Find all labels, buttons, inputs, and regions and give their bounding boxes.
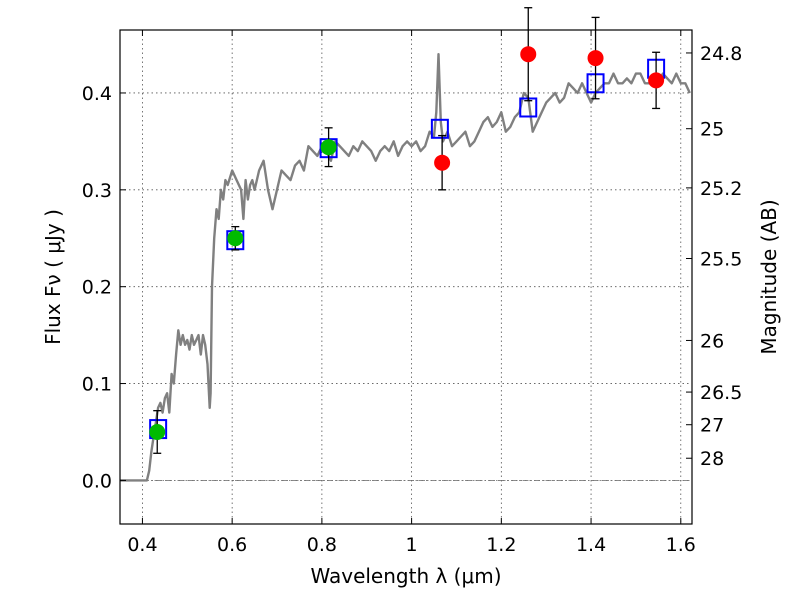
y2-ticks: 24.8 25 25.2 25.5 26 26.5 27 28 xyxy=(686,43,742,470)
y2-tick-label: 25.5 xyxy=(700,248,742,270)
y-tick-label: 0.1 xyxy=(82,374,112,396)
x-tick-label: 0.4 xyxy=(127,534,157,556)
y2-tick-label: 25 xyxy=(700,119,724,141)
model-flux-boxes xyxy=(149,58,666,440)
spectrum-path xyxy=(120,53,691,482)
x-tick-label: 1.6 xyxy=(666,534,696,556)
flux-point xyxy=(434,154,451,171)
y2-tick-label: 28 xyxy=(700,448,724,470)
model-flux-box xyxy=(430,118,449,139)
flux-point xyxy=(227,230,244,247)
y-axis-label: Flux Fν ( μJy ) xyxy=(41,209,65,345)
grid-lines xyxy=(120,30,692,524)
y2-tick-label: 26 xyxy=(700,330,724,352)
y-tick-label: 0.2 xyxy=(82,277,112,299)
y2-tick-label: 27 xyxy=(700,415,724,437)
y2-axis-label: Magnitude (AB) xyxy=(757,199,781,354)
x-tick-label: 1.4 xyxy=(576,534,606,556)
y2-tick-label: 25.2 xyxy=(700,178,742,200)
x-axis-label: Wavelength λ (μm) xyxy=(310,564,501,588)
plot-frame xyxy=(119,29,693,525)
x-ticks: 0.4 0.6 0.8 1 1.2 1.4 1.6 xyxy=(127,30,696,556)
x-tick-label: 1 xyxy=(406,534,418,556)
x-tick-label: 0.8 xyxy=(307,534,337,556)
y2-tick-label: 24.8 xyxy=(700,43,742,65)
observed-flux-points xyxy=(149,46,665,440)
flux-point xyxy=(587,50,604,67)
y-tick-label: 0.3 xyxy=(82,180,112,202)
y-tick-label: 0.0 xyxy=(82,470,112,492)
x-tick-label: 1.2 xyxy=(486,534,516,556)
flux-point xyxy=(648,72,665,89)
y2-tick-label: 26.5 xyxy=(700,382,742,404)
flux-point xyxy=(520,46,537,63)
flux-point xyxy=(320,139,337,156)
y-ticks: 0.0 0.1 0.2 0.3 0.4 xyxy=(82,83,126,492)
y-tick-label: 0.4 xyxy=(82,83,112,105)
x-tick-label: 0.6 xyxy=(217,534,247,556)
flux-point xyxy=(149,423,166,440)
spectrum-line xyxy=(120,53,691,482)
